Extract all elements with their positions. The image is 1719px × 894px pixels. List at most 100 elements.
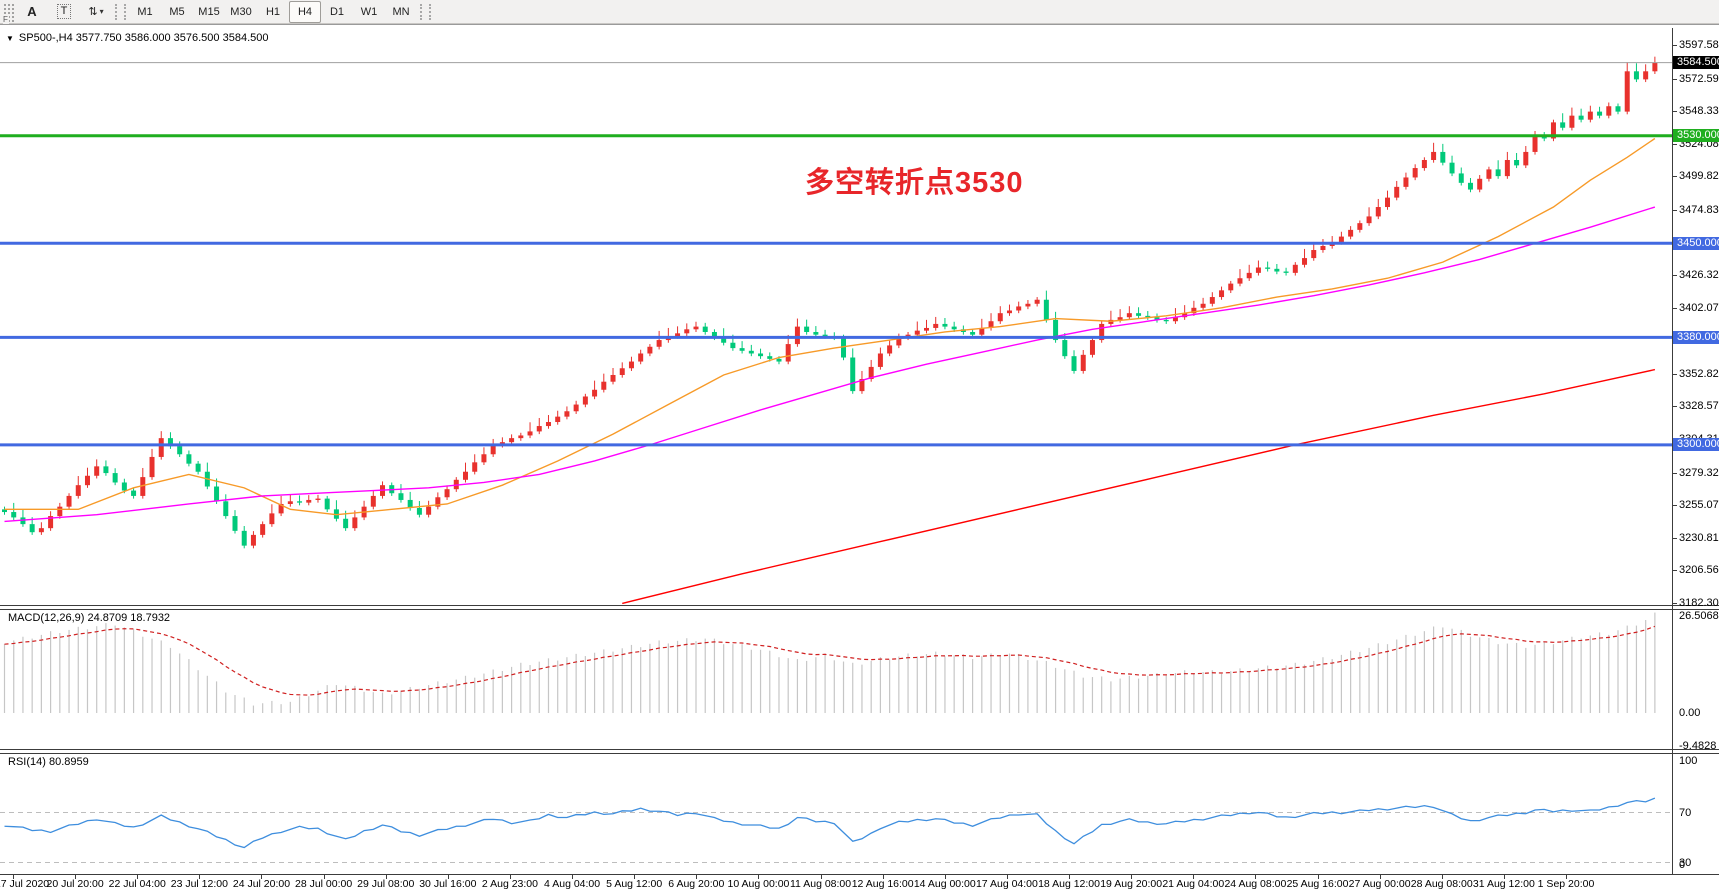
axis-tick-label: 3572.590 xyxy=(1679,72,1719,85)
axis-tick-mark xyxy=(1672,45,1677,46)
toolbar-grip-icon[interactable]: F xyxy=(2,1,16,24)
timeframe-button-m1[interactable]: M1 xyxy=(137,5,153,18)
panel-divider[interactable] xyxy=(0,749,1719,754)
time-tick-mark xyxy=(1255,875,1257,879)
axis-tick-mark xyxy=(1672,143,1677,145)
timeframe-toolbar: M1 M5 M15 M30 H1 H4 D1 W1 MN xyxy=(129,0,417,23)
time-label: 2 Aug 23:00 xyxy=(481,878,538,890)
fast-ma-orange-line[interactable] xyxy=(4,137,1656,516)
axis-tick-mark xyxy=(1672,111,1677,113)
time-label: 27 Aug 00:00 xyxy=(1348,878,1411,890)
symbol-header[interactable]: ▼ SP500-,H4 3577.750 3586.000 3576.500 3… xyxy=(6,32,268,44)
axis-tick-label: 3279.325 xyxy=(1679,466,1719,479)
time-tick-mark xyxy=(323,875,325,879)
price-line-label[interactable]: 3584.500 xyxy=(1673,56,1719,70)
timeframe-button-h4[interactable]: H4 xyxy=(289,0,321,23)
price-line-label[interactable]: 3450.000 xyxy=(1673,236,1719,250)
timeframe-button-mn[interactable]: MN xyxy=(392,5,410,18)
time-label: 24 Aug 08:00 xyxy=(1224,878,1287,890)
time-label: 4 Aug 04:00 xyxy=(544,878,601,890)
time-label: 6 Aug 20:00 xyxy=(668,878,725,890)
time-tick-mark xyxy=(261,875,263,879)
time-tick-mark xyxy=(1566,875,1567,879)
axis-tick-mark xyxy=(1672,373,1677,375)
time-label: 1 Sep 20:00 xyxy=(1537,878,1595,890)
timeframe-button-m5[interactable]: M5 xyxy=(169,5,185,18)
axis-tick-label: 3352.825 xyxy=(1679,367,1719,380)
time-tick-mark xyxy=(1441,875,1443,879)
collapse-triangle-icon[interactable]: ▼ xyxy=(6,33,14,43)
time-tick-mark xyxy=(634,875,636,879)
time-label: 12 Aug 16:00 xyxy=(851,878,914,890)
timeframe-button-h1[interactable]: H1 xyxy=(265,5,281,18)
axis-tick-label: 3402.070 xyxy=(1679,301,1719,314)
time-tick-mark xyxy=(1069,875,1071,879)
toolbar-grip-label: F xyxy=(3,14,9,24)
axis-tick-mark xyxy=(1672,275,1677,277)
panel-divider[interactable] xyxy=(0,605,1719,610)
chart-annotation-text[interactable]: 多空转折点3530 xyxy=(805,167,1024,199)
axis-tick-label: -9.4828 xyxy=(1679,740,1717,752)
axis-tick-mark xyxy=(1672,406,1677,408)
time-label: 17 Jul 2020 xyxy=(0,878,50,890)
macd-indicator-panel[interactable] xyxy=(0,609,1673,749)
axis-tick-label: 0.00 xyxy=(1679,707,1701,719)
slow-ma-red-line[interactable] xyxy=(622,368,1656,605)
axis-tick-mark xyxy=(1672,505,1677,507)
time-tick-mark xyxy=(1317,875,1319,879)
time-tick-mark xyxy=(13,875,14,879)
time-axis[interactable]: 17 Jul 2020 20 Jul 20:00 22 Jul 04:00 23 Ju… xyxy=(0,874,1719,894)
text-box-tool-button[interactable]: T xyxy=(48,1,80,23)
axis-tick-label: 70 xyxy=(1679,806,1692,819)
time-label: 28 Aug 08:00 xyxy=(1410,878,1473,890)
time-tick-mark xyxy=(1006,875,1008,879)
axis-tick-label: 3206.560 xyxy=(1679,564,1719,577)
time-tick-mark xyxy=(882,875,884,879)
time-label: 29 Jul 08:00 xyxy=(357,878,415,890)
axis-tick-label: 3230.815 xyxy=(1679,531,1719,544)
time-label: 11 Aug 08:00 xyxy=(789,878,852,890)
axis-tick-label: 30 xyxy=(1679,856,1692,869)
price-line-label[interactable]: 3300.000 xyxy=(1673,438,1719,452)
axis-tick-mark xyxy=(1672,537,1677,539)
axis-tick-label: 3255.070 xyxy=(1679,499,1719,512)
rsi-label: RSI(14) 80.8959 xyxy=(8,756,89,768)
time-label: 5 Aug 12:00 xyxy=(606,878,663,890)
time-label: 25 Aug 16:00 xyxy=(1286,878,1349,890)
axis-tick-mark xyxy=(1672,176,1677,178)
timeframe-button-d1[interactable]: D1 xyxy=(329,5,345,18)
time-tick-mark xyxy=(758,875,760,879)
axis-tick-mark xyxy=(1672,603,1677,604)
price-line-label[interactable]: 3530.000 xyxy=(1673,129,1719,143)
axis-tick-label: 3597.580 xyxy=(1679,39,1719,51)
axis-tick-mark xyxy=(1672,307,1677,309)
axis-tick-label: 3548.335 xyxy=(1679,105,1719,118)
time-label: 28 Jul 00:00 xyxy=(294,878,353,890)
time-tick-mark xyxy=(1379,875,1381,879)
price-axis[interactable] xyxy=(1672,28,1673,874)
time-tick-mark xyxy=(820,875,822,879)
main-price-chart[interactable] xyxy=(0,28,1673,605)
price-line-label[interactable]: 3380.000 xyxy=(1673,330,1719,344)
time-tick-mark xyxy=(1131,875,1133,879)
time-label: 17 Aug 04:00 xyxy=(975,878,1038,890)
axis-tick-mark xyxy=(1672,78,1677,80)
rsi-line xyxy=(4,797,1656,849)
timeframe-button-w1[interactable]: W1 xyxy=(360,5,378,18)
timeframe-button-m15[interactable]: M15 xyxy=(198,5,220,18)
font-tool-button[interactable]: A xyxy=(27,4,37,19)
time-tick-mark xyxy=(447,875,449,879)
time-label: 19 Aug 20:00 xyxy=(1100,878,1163,890)
mid-ma-magenta-line[interactable] xyxy=(4,206,1656,523)
top-toolbar: F A T ⇅ ▾ M1 M5 M15 M30 H1 H4 D1 W1 MN xyxy=(0,0,1719,24)
timeframe-button-m30[interactable]: M30 xyxy=(230,5,252,18)
axis-tick-label: 3328.570 xyxy=(1679,400,1719,413)
rsi-indicator-panel[interactable] xyxy=(0,753,1673,874)
symbol-ohlc-text: SP500-,H4 3577.750 3586.000 3576.500 358… xyxy=(18,32,269,44)
axis-tick-label: 3182.305 xyxy=(1679,597,1719,609)
cursor-tool-button[interactable]: ⇅ ▾ xyxy=(80,1,112,23)
time-tick-mark xyxy=(572,875,574,879)
axis-tick-label: 3426.325 xyxy=(1679,269,1719,282)
axis-tick-mark xyxy=(1672,472,1677,474)
cursor-tool-icon: ⇅ xyxy=(88,6,98,18)
